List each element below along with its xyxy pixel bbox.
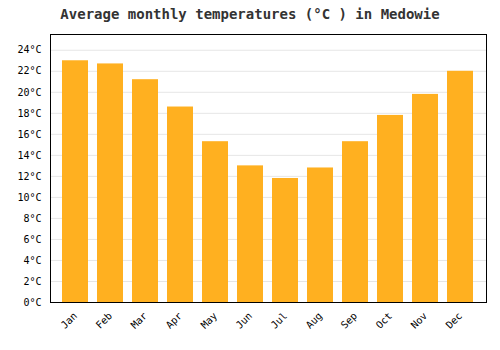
svg-text:16°C: 16°C <box>17 129 41 140</box>
svg-text:24°C: 24°C <box>17 44 41 55</box>
svg-text:12°C: 12°C <box>17 171 41 182</box>
html-text:Average monthly temperatures (: Average monthly temperatures (°C ) in Me… <box>60 6 440 22</box>
svg-text:22°C: 22°C <box>17 65 41 76</box>
svg-text:20°C: 20°C <box>17 87 41 98</box>
svg-text:0°C: 0°C <box>23 297 41 308</box>
svg-text:Apr: Apr <box>164 310 185 331</box>
svg-text:Sep: Sep <box>339 310 360 331</box>
svg-text:May: May <box>199 310 220 331</box>
svg-text:2°C: 2°C <box>23 276 41 287</box>
svg-text:14°C: 14°C <box>17 150 41 161</box>
svg-text:18°C: 18°C <box>17 108 41 119</box>
svg-text:6°C: 6°C <box>23 234 41 245</box>
svg-text:10°C: 10°C <box>17 192 41 203</box>
svg-text:8°C: 8°C <box>23 213 41 224</box>
svg-text:Jul: Jul <box>269 310 290 331</box>
svg-text:Oct: Oct <box>374 310 395 331</box>
svg-text:Dec: Dec <box>444 310 465 331</box>
svg-text:Aug: Aug <box>304 310 325 331</box>
svg-text:Jan: Jan <box>59 310 80 331</box>
svg-text:4°C: 4°C <box>23 255 41 266</box>
svg-text:Jun: Jun <box>234 310 255 331</box>
svg-text:Nov: Nov <box>409 310 430 331</box>
svg-text:Feb: Feb <box>94 310 115 331</box>
svg-text:Mar: Mar <box>129 310 150 331</box>
